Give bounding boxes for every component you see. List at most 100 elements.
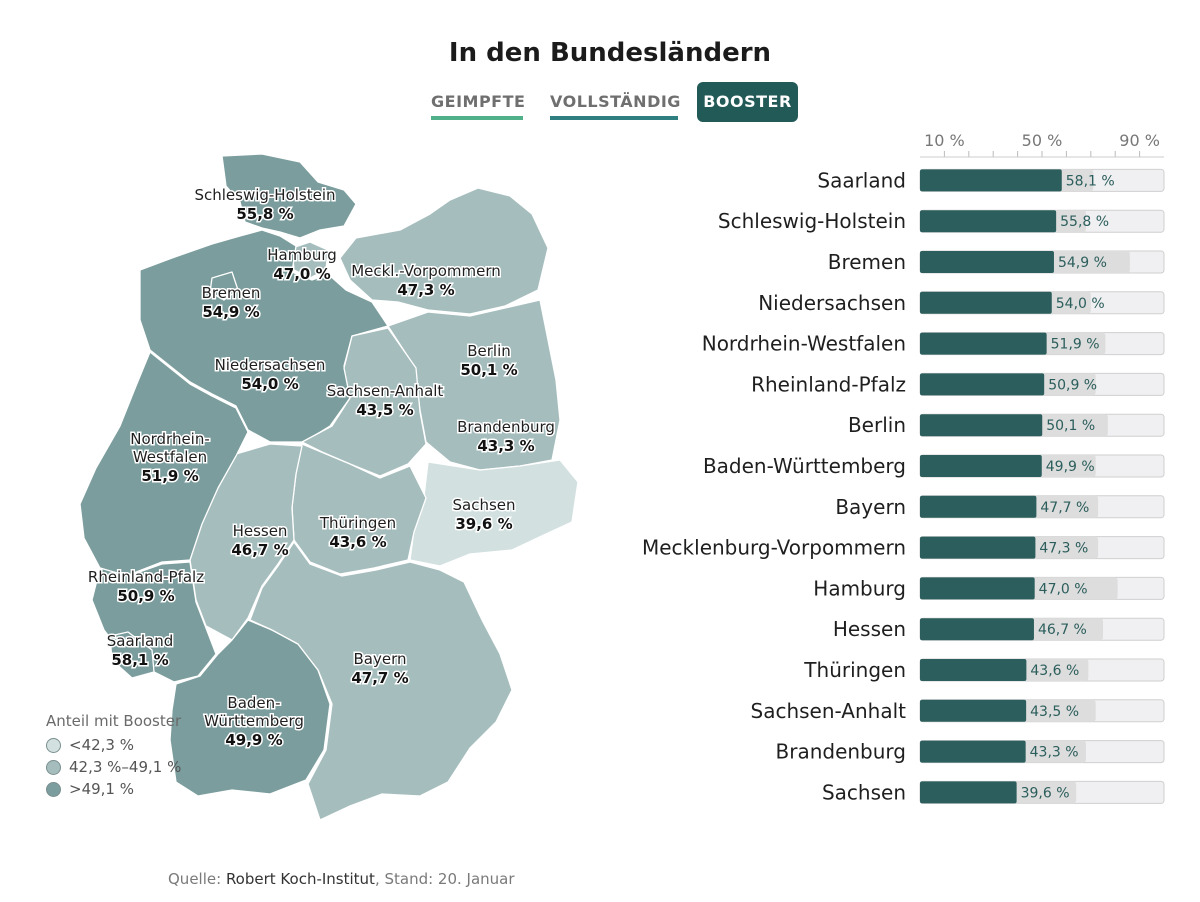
bar-row[interactable]: Schleswig-Holstein 55,8 %: [718, 209, 1165, 233]
value-label: 54,9 %: [1058, 255, 1107, 271]
value-label: 55,8 %: [1060, 214, 1109, 230]
map-label: Thüringen 43,6 %: [319, 514, 396, 551]
legend-item-mid: 42,3 %–49,1 %: [46, 756, 181, 778]
value-label: 58,1 %: [1066, 173, 1115, 189]
tab-label: VOLLSTÄNDIG: [550, 92, 681, 111]
category-label: Brandenburg: [776, 740, 907, 764]
bar: [920, 210, 1057, 233]
bar-row[interactable]: Rheinland-Pfalz 50,9 %: [751, 372, 1165, 396]
category-label: Berlin: [848, 413, 906, 437]
bar-row[interactable]: Hessen 46,7 %: [833, 617, 1165, 641]
x-tick-label: 90 %: [1119, 131, 1160, 150]
region-hamburg[interactable]: [291, 241, 329, 279]
map-label: Nordrhein-Westfalen 51,9 %: [130, 430, 210, 485]
bar: [920, 659, 1027, 681]
region-bayern[interactable]: [249, 541, 513, 821]
region-schleswig-holstein[interactable]: [221, 153, 357, 239]
value-label: 43,3 %: [1030, 745, 1079, 761]
legend-item-low: <42,3 %: [46, 734, 181, 756]
region-sachsen-anhalt[interactable]: [301, 327, 427, 477]
region-bremen[interactable]: [209, 271, 239, 301]
legend-title: Anteil mit Booster: [46, 712, 182, 730]
bar: [920, 251, 1054, 273]
tab-label: BOOSTER: [703, 92, 792, 111]
value-label: 49,9 %: [1046, 459, 1095, 475]
bar: [920, 577, 1035, 600]
legend-item-high: >49,1 %: [46, 778, 181, 800]
source-prefix: Quelle:: [168, 870, 226, 888]
tab-geimpfte[interactable]: GEIMPFTE: [431, 82, 525, 122]
bar: [920, 536, 1036, 559]
bar-chart: 10 % 50 % 90 % Saarland 58,1 % Schleswig-Hols…: [642, 131, 1165, 804]
value-label: 47,7 %: [1040, 500, 1089, 516]
bar: [920, 618, 1034, 641]
region-baden-wuerttemberg[interactable]: [169, 619, 331, 797]
bar-row[interactable]: Bayern 47,7 %: [835, 495, 1165, 519]
bar-row[interactable]: Mecklenburg-Vorpommern 47,3 %: [642, 536, 1165, 560]
value-label: 46,7 %: [1038, 622, 1087, 638]
source-note: Quelle: Robert Koch-Institut, Stand: 20.…: [168, 870, 515, 888]
bar-row[interactable]: Thüringen 43,6 %: [803, 658, 1165, 682]
bar: [920, 781, 1017, 804]
bar-row[interactable]: Berlin 50,1 %: [848, 413, 1165, 437]
x-tick-label: 50 %: [1022, 131, 1063, 150]
bar-row[interactable]: Baden-Württemberg 49,9 %: [703, 454, 1165, 478]
value-label: 47,0 %: [1039, 581, 1088, 597]
tab-vollstaendig[interactable]: VOLLSTÄNDIG: [550, 82, 681, 122]
map-label: Brandenburg 43,3 %: [457, 418, 555, 455]
category-label: Schleswig-Holstein: [718, 209, 906, 233]
bar-row[interactable]: Saarland 58,1 %: [817, 168, 1165, 192]
map-label: Niedersachsen 54,0 %: [215, 356, 326, 393]
map-label: Saarland 58,1 %: [107, 632, 173, 669]
bar: [920, 373, 1045, 396]
bar-row[interactable]: Hamburg 47,0 %: [813, 576, 1165, 600]
region-nordrhein-westfalen[interactable]: [79, 351, 249, 577]
germany-map: Schleswig-Holstein 55,8 % Hamburg 47,0 %Bre…: [79, 153, 579, 821]
region-saarland[interactable]: [109, 631, 155, 679]
category-label: Niedersachsen: [758, 291, 906, 315]
page-title: In den Bundesländern: [448, 38, 772, 68]
map-label: Bremen 54,9 %: [202, 284, 261, 321]
region-mecklenburg-vorpommern[interactable]: [339, 187, 549, 315]
map-legend: Anteil mit Booster <42,3 % 42,3 %–49,1 %…: [46, 712, 181, 800]
category-label: Hamburg: [813, 576, 906, 600]
legend-label: <42,3 %: [69, 736, 134, 754]
category-label: Mecklenburg-Vorpommern: [642, 536, 906, 560]
legend-swatch: [46, 737, 61, 753]
map-label: Sachsen-Anhalt 43,5 %: [327, 382, 444, 419]
legend-label: 42,3 %–49,1 %: [69, 758, 182, 776]
map-label: Hessen 46,7 %: [231, 522, 288, 559]
bar-row[interactable]: Nordrhein-Westfalen 51,9 %: [702, 332, 1165, 356]
bar: [920, 169, 1062, 192]
value-label: 47,3 %: [1039, 541, 1088, 557]
value-label: 50,1 %: [1046, 418, 1095, 434]
category-label: Rheinland-Pfalz: [751, 372, 906, 396]
tab-booster[interactable]: BOOSTER: [697, 82, 798, 122]
value-label: 50,9 %: [1048, 377, 1097, 393]
category-label: Thüringen: [803, 658, 906, 682]
value-label: 54,0 %: [1056, 296, 1105, 312]
category-label: Bayern: [835, 495, 906, 519]
category-label: Sachsen-Anhalt: [751, 699, 907, 723]
bar-row[interactable]: Sachsen-Anhalt 43,5 %: [751, 699, 1165, 723]
map-label: Baden-Württemberg 49,9 %: [204, 694, 304, 749]
bar: [920, 332, 1047, 355]
tab-underline: [431, 116, 523, 120]
value-label: 51,9 %: [1051, 337, 1100, 353]
bar-row[interactable]: Niedersachsen 54,0 %: [758, 291, 1165, 315]
bar-row[interactable]: Sachsen 39,6 %: [822, 780, 1165, 804]
category-label: Sachsen: [822, 780, 906, 804]
bar: [920, 740, 1026, 763]
bar: [920, 699, 1027, 722]
tab-underline: [550, 116, 678, 120]
bar-row[interactable]: Bremen 54,9 %: [828, 250, 1165, 274]
map-label: Rheinland-Pfalz 50,9 %: [88, 568, 204, 605]
bar: [920, 414, 1043, 437]
bar-row[interactable]: Brandenburg 43,3 %: [776, 740, 1165, 764]
map-label: Schleswig-Holstein 55,8 %: [194, 186, 335, 223]
category-label: Hessen: [833, 617, 906, 641]
legend-swatch: [46, 759, 61, 775]
map-label: Bayern 47,7 %: [351, 650, 408, 687]
x-tick-label: 10 %: [924, 131, 965, 150]
tab-bar: GEIMPFTE VOLLSTÄNDIG BOOSTER: [0, 82, 1200, 122]
